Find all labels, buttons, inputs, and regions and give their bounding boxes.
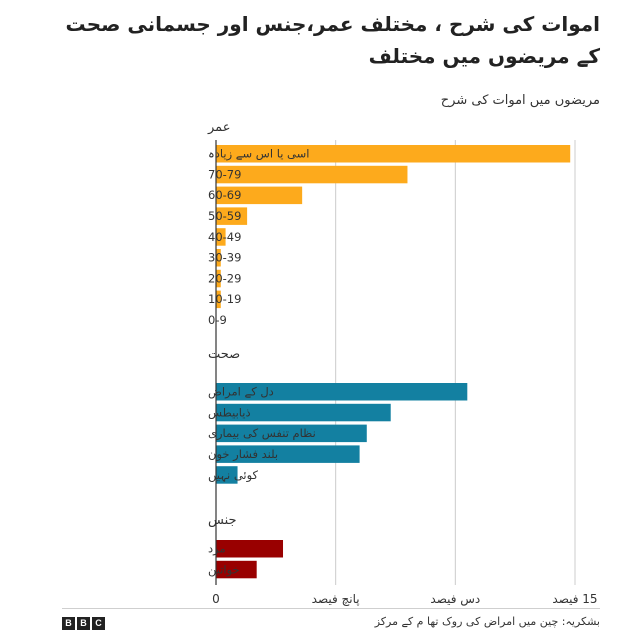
category-label: 70-79 (208, 167, 241, 181)
x-tick-label: 15 فیصد (552, 592, 597, 606)
category-label: 0-9 (208, 313, 227, 327)
bar (216, 560, 257, 579)
x-tick-label: 0 (212, 592, 220, 606)
bar (216, 269, 221, 288)
category-label: خواتین (208, 562, 240, 577)
category-label: 10-19 (208, 292, 241, 306)
category-label: 30-39 (208, 251, 241, 265)
chart-subtitle: مریضوں میں اموات کی شرح (440, 93, 600, 108)
bar (216, 466, 238, 484)
bar (216, 186, 303, 205)
chart-title: اموات کی شرح ، مختلف عمر،جنس اور جسمانی … (65, 12, 600, 68)
bar (216, 290, 221, 309)
category-label: 20-29 (208, 271, 241, 285)
bar (216, 403, 391, 422)
footer: B B C بشکریہ: چین میں امراض کی روک تھا م… (62, 608, 600, 630)
category-label: نظام تنفس کی بیماری (208, 426, 316, 441)
bbc-logo-letter: B (62, 617, 75, 630)
source-note: بشکریہ: چین میں امراض کی روک تھا م کے مر… (374, 615, 600, 628)
category-label: بلند فشار خون (208, 447, 278, 462)
category-label: 50-59 (208, 209, 241, 223)
category-label: 60-69 (208, 188, 241, 202)
bar (216, 383, 468, 401)
category-label: ذیابیطس (208, 405, 251, 420)
group-header: صحت (208, 347, 240, 362)
group-header: عمر (207, 120, 230, 135)
group-header: جنس (208, 513, 237, 528)
bar (216, 249, 221, 267)
bar (216, 445, 360, 463)
bar (216, 145, 571, 163)
category-label: کوئی نہیں (208, 468, 259, 483)
bar (216, 540, 284, 558)
x-tick-label: دس فیصد (430, 592, 480, 607)
category-label: اسی یا اس سے زیادہ (208, 147, 309, 162)
bar (216, 228, 226, 246)
bar (216, 207, 248, 225)
category-label: دل کے امراض (208, 385, 274, 400)
category-label: مرد (208, 542, 226, 557)
category-label: 40-49 (208, 230, 241, 244)
bbc-logo: B B C (62, 617, 105, 630)
bar (216, 424, 367, 443)
bbc-logo-letter: C (92, 617, 105, 630)
bar (216, 165, 408, 184)
x-tick-label: پانچ فیصد (312, 592, 360, 606)
bbc-logo-letter: B (77, 617, 90, 630)
